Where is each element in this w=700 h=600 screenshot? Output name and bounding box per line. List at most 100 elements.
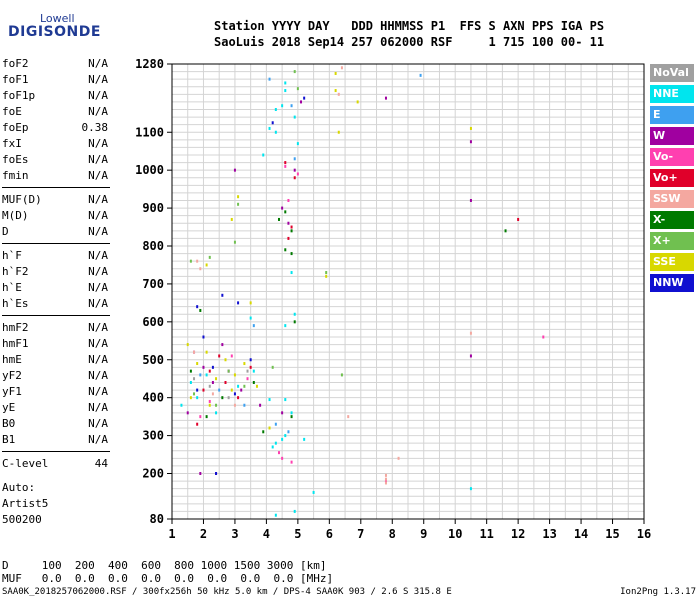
- param-row: fmin N/A: [2, 168, 110, 184]
- x-tick-label: 6: [326, 527, 333, 541]
- param-row: h`F2 N/A: [2, 264, 110, 280]
- data-point: [233, 168, 236, 172]
- param-name: yE: [2, 401, 16, 414]
- data-point: [469, 487, 472, 491]
- data-point: [290, 415, 293, 419]
- header-line1: Station YYYY DAY DDD HHMMSS P1 FFS S AXN…: [214, 19, 605, 33]
- param-row: M(D) N/A: [2, 208, 110, 224]
- ionogram-header: Station YYYY DAY DDD HHMMSS P1 FFS S AXN…: [214, 18, 604, 50]
- data-point: [384, 96, 387, 100]
- data-point: [356, 100, 359, 104]
- data-point: [202, 335, 205, 339]
- data-point: [221, 293, 224, 297]
- data-point: [240, 388, 243, 392]
- y-tick-label: 300: [142, 429, 164, 443]
- data-point: [233, 373, 236, 377]
- param-row: foEs N/A: [2, 152, 110, 168]
- x-tick-label: 16: [637, 527, 651, 541]
- param-name: h`F2: [2, 265, 29, 278]
- data-point: [469, 126, 472, 130]
- data-point: [233, 403, 236, 407]
- data-point: [504, 229, 507, 233]
- data-point: [293, 312, 296, 316]
- x-tick-label: 12: [511, 527, 525, 541]
- data-point: [517, 217, 520, 221]
- data-point: [281, 456, 284, 460]
- legend-item: NNW: [650, 274, 694, 292]
- param-name: h`F: [2, 249, 22, 262]
- param-row: fxI N/A: [2, 136, 110, 152]
- param-value: N/A: [88, 433, 108, 446]
- data-point: [397, 456, 400, 460]
- param-separator: [2, 451, 110, 452]
- data-point: [284, 434, 287, 438]
- data-point: [293, 176, 296, 180]
- param-row: foF1p N/A: [2, 88, 110, 104]
- data-point: [196, 388, 199, 392]
- autoscaling-info: Auto: Artist5 500200: [2, 480, 48, 528]
- data-point: [224, 358, 227, 362]
- data-point: [227, 369, 230, 373]
- param-separator: [2, 315, 110, 316]
- x-tick-label: 9: [420, 527, 427, 541]
- legend-item: E: [650, 106, 694, 124]
- data-point: [284, 248, 287, 252]
- x-tick-label: 13: [542, 527, 556, 541]
- param-name: foF1p: [2, 89, 36, 102]
- param-value: N/A: [88, 281, 108, 294]
- data-point: [469, 331, 472, 335]
- param-name: D: [2, 225, 9, 238]
- data-point: [215, 472, 218, 475]
- param-name: M(D): [2, 209, 29, 222]
- data-point: [277, 451, 280, 455]
- param-name: h`E: [2, 281, 22, 294]
- polarization-legend: NoVal NNE E W Vo- Vo+ SSW X- X+ SSE NNW: [650, 64, 694, 295]
- data-point: [284, 89, 287, 93]
- data-point: [230, 217, 233, 221]
- data-point: [233, 240, 236, 244]
- x-tick-label: 2: [200, 527, 207, 541]
- data-point: [274, 108, 277, 111]
- data-point: [312, 490, 315, 494]
- data-point: [284, 210, 287, 214]
- data-point: [274, 422, 277, 426]
- param-value: 44: [94, 457, 108, 470]
- data-point: [277, 217, 280, 221]
- data-point: [249, 316, 252, 320]
- data-point: [334, 71, 337, 75]
- data-point: [199, 373, 202, 377]
- param-row: yF1 N/A: [2, 384, 110, 400]
- param-row: hmF2 N/A: [2, 320, 110, 336]
- param-name: h`Es: [2, 297, 29, 310]
- param-name: fmin: [2, 169, 29, 182]
- param-value: N/A: [88, 401, 108, 414]
- data-point: [189, 259, 192, 263]
- param-row: foF2 N/A: [2, 56, 110, 72]
- param-row: h`E N/A: [2, 280, 110, 296]
- param-name: hmF1: [2, 337, 29, 350]
- data-point: [199, 267, 202, 271]
- data-point: [287, 199, 290, 202]
- data-point: [542, 335, 545, 339]
- param-value: N/A: [88, 137, 108, 150]
- data-point: [268, 77, 271, 81]
- param-name: yF1: [2, 385, 22, 398]
- param-value: N/A: [88, 297, 108, 310]
- data-point: [243, 403, 246, 407]
- data-point: [347, 415, 350, 419]
- data-point: [246, 369, 249, 373]
- data-point: [274, 130, 277, 134]
- data-point: [196, 259, 199, 263]
- param-value: N/A: [88, 249, 108, 262]
- data-point: [215, 377, 218, 381]
- data-point: [281, 104, 284, 108]
- lowell-digisonde-logo: Lowell DIGISONDE: [4, 8, 100, 48]
- data-point: [293, 157, 296, 161]
- data-point: [199, 472, 202, 475]
- data-point: [303, 96, 306, 100]
- data-point: [218, 388, 221, 392]
- data-point: [205, 350, 208, 354]
- data-point: [271, 121, 274, 125]
- data-point: [303, 437, 306, 441]
- param-name: B1: [2, 433, 16, 446]
